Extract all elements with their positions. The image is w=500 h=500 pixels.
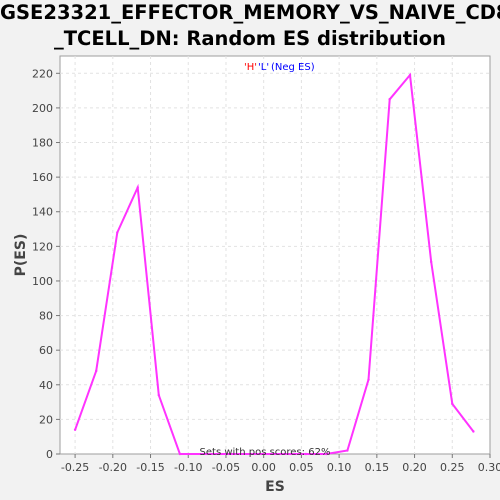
data-point (451, 402, 454, 406)
y-tick-label: 180 (32, 137, 53, 150)
data-point (136, 186, 139, 189)
data-point (95, 369, 98, 373)
chart-title-line-1: GSE23321_EFFECTOR_MEMORY_VS_NAIVE_CD8 (0, 1, 500, 24)
data-point (157, 393, 161, 397)
x-tick-label: 0.15 (365, 461, 390, 474)
y-tick-label: 100 (32, 275, 53, 288)
y-tick-label: 140 (32, 206, 53, 219)
x-tick-label: 0.30 (478, 461, 500, 474)
y-tick-label: 160 (32, 171, 53, 184)
data-point (346, 449, 349, 452)
data-point (408, 73, 412, 77)
data-point (388, 98, 391, 101)
x-tick-label: -0.15 (136, 461, 164, 474)
data-point (367, 378, 370, 381)
data-point (472, 430, 475, 433)
x-tick-label: -0.20 (99, 461, 127, 474)
legend-neg-es-label: (Neg ES) (271, 62, 315, 73)
data-point (116, 231, 119, 234)
y-tick-label: 60 (39, 344, 53, 357)
y-axis-label: P(ES) (13, 234, 29, 277)
x-tick-label: 0.00 (251, 461, 276, 474)
x-tick-label: -0.25 (61, 461, 89, 474)
y-tick-label: 200 (32, 102, 53, 115)
legend-l-label: 'L' (258, 62, 269, 73)
x-tick-label: -0.10 (174, 461, 202, 474)
y-tick-label: 120 (32, 240, 53, 253)
x-tick-label: 0.20 (402, 461, 427, 474)
plot-area (59, 55, 491, 455)
y-tick-label: 80 (39, 310, 53, 323)
x-tick-label: 0.10 (327, 461, 352, 474)
data-point (178, 452, 182, 456)
axes: -0.25 -0.20 -0.15 -0.10 -0.05 0.00 0.05 0.10 0.1… (32, 67, 500, 474)
x-tick-label: 0.05 (289, 461, 314, 474)
pos-scores-annotation: Sets with pos scores: 62% (200, 447, 331, 458)
y-tick-label: 0 (46, 448, 53, 461)
data-point (304, 452, 308, 456)
chart-title-line-2: _TCELL_DN: Random ES distribution (53, 27, 447, 50)
data-point (325, 452, 328, 456)
x-tick-label: -0.05 (212, 461, 240, 474)
y-tick-label: 40 (39, 379, 53, 392)
y-tick-label: 220 (32, 67, 53, 80)
data-series (73, 72, 475, 456)
x-axis-label: ES (265, 479, 285, 495)
chart-title: GSE23321_EFFECTOR_MEMORY_VS_NAIVE_CD8 _T… (0, 0, 500, 52)
x-tick-label: 0.25 (440, 461, 465, 474)
y-tick-label: 20 (39, 413, 53, 426)
data-point (429, 260, 433, 264)
data-point (73, 428, 77, 431)
legend-h-label: 'H' (244, 62, 257, 73)
